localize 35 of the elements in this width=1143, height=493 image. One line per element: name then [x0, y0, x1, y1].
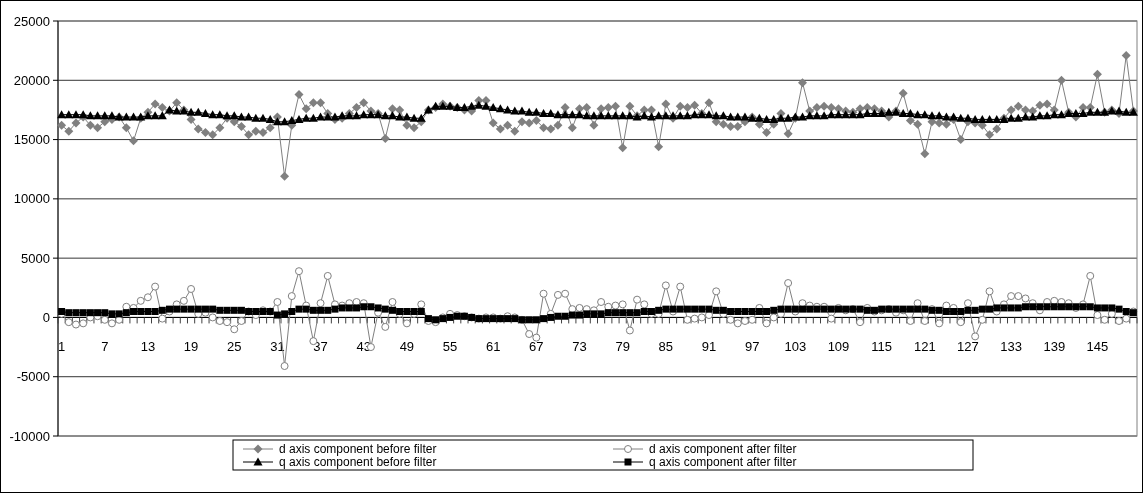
x-tick-label: 79 — [615, 339, 630, 355]
x-tick-label: 145 — [1086, 339, 1109, 355]
legend-label: d axis component after filter — [649, 442, 797, 457]
x-tick-label: 85 — [658, 339, 674, 355]
y-tick-label: 5000 — [21, 250, 50, 266]
legend-label: d axis component before filter — [279, 442, 437, 457]
x-tick-label: 103 — [784, 339, 807, 355]
x-tick-label: 139 — [1043, 339, 1066, 355]
x-tick-label: 73 — [572, 339, 587, 355]
x-tick-label: 19 — [183, 339, 199, 355]
x-tick-label: 127 — [957, 339, 979, 355]
y-tick-label: 25000 — [13, 13, 50, 29]
x-tick-label: 115 — [871, 339, 892, 355]
x-tick-label: 49 — [399, 339, 415, 355]
x-tick-label: 25 — [227, 339, 242, 355]
x-tick-label: 61 — [485, 339, 501, 355]
x-tick-label: 13 — [140, 339, 156, 355]
x-tick-label: 7 — [101, 339, 109, 355]
y-tick-label: 0 — [42, 309, 50, 325]
y-tick-label: 15000 — [13, 132, 50, 148]
x-tick-label: 31 — [270, 339, 285, 355]
x-tick-label: 109 — [827, 339, 850, 355]
legend-label: q axis component before filter — [279, 455, 437, 470]
x-tick-label: 97 — [744, 339, 760, 355]
y-tick-label: -10000 — [9, 428, 50, 444]
x-tick-label: 91 — [701, 339, 717, 355]
x-tick-label: 55 — [442, 339, 458, 355]
y-tick-label: 10000 — [13, 191, 50, 207]
x-tick-label: 67 — [529, 339, 544, 355]
y-tick-label: 20000 — [13, 72, 50, 88]
y-tick-label: -5000 — [16, 369, 50, 385]
x-tick-label: 121 — [913, 339, 936, 355]
x-tick-label: 1 — [57, 339, 66, 355]
x-tick-label: 133 — [1000, 339, 1022, 355]
legend-label: q axis component after filter — [649, 455, 797, 470]
